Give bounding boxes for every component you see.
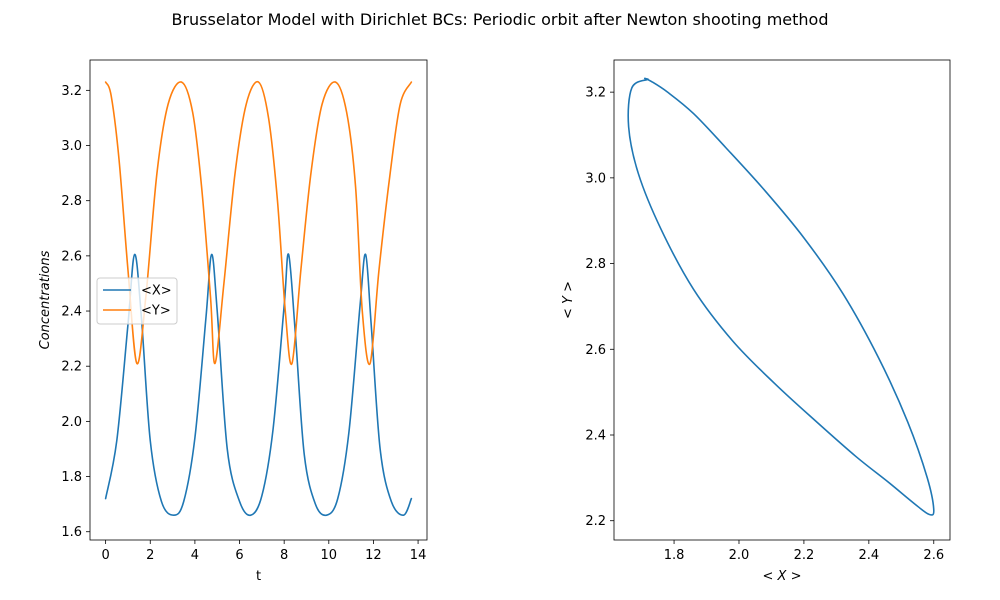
- x-tick-label: 10: [321, 548, 338, 563]
- x-tick-label: 8: [280, 548, 288, 563]
- y-tick-label: 1.6: [61, 525, 82, 540]
- series-line-1-2: [104, 80, 413, 366]
- y-tick-label: 2.4: [61, 305, 82, 320]
- y-tick-label: 2.2: [61, 360, 82, 375]
- figure-title: Brusselator Model with Dirichlet BCs: Pe…: [171, 10, 829, 29]
- y-tick-label: 2.4: [585, 429, 606, 444]
- x-tick-label: 0: [101, 548, 109, 563]
- series-line-1-1: [104, 253, 413, 517]
- axes-frame: [89, 59, 428, 541]
- chart-2: 1.8 2.0 2.2 2.4 2.6 2.2 2.4 2.6 2.8 3.0 3.2 < X > < …: [561, 59, 951, 584]
- x-tick-label: 2.4: [858, 548, 879, 563]
- x-tick-label: 2.6: [923, 548, 944, 563]
- x-axis-label: t: [256, 569, 261, 584]
- x-tick-label: 1.8: [664, 548, 685, 563]
- axes-frame: [613, 59, 951, 541]
- legend-label: <Y>: [141, 304, 171, 319]
- y-axis-label: Concentrations: [38, 250, 53, 349]
- y-tick-label: 3.0: [61, 139, 82, 154]
- chart-1: 0 2 4 6 8 10 12 14 1.6 1.8 2.0 2.2 2.4 2.6 2.8 3.0 3.2 t C…: [38, 59, 428, 584]
- legend-label: <X>: [141, 284, 172, 299]
- x-tick-label: 4: [191, 548, 199, 563]
- x-tick-label: 12: [365, 548, 382, 563]
- y-tick-label: 2.0: [61, 415, 82, 430]
- y-tick-label: 2.6: [585, 343, 606, 358]
- series-line-2-1: [627, 77, 935, 516]
- y-tick-label: 1.8: [61, 470, 82, 485]
- y-tick-label: 3.2: [585, 86, 606, 101]
- x-axis-label: < X >: [763, 569, 802, 584]
- y-tick-label: 2.8: [585, 257, 606, 272]
- x-tick-label: 2: [146, 548, 154, 563]
- y-axis-label: < Y >: [561, 281, 576, 319]
- y-tick-label: 2.8: [61, 194, 82, 209]
- x-tick-label: 2.0: [729, 548, 750, 563]
- x-tick-label: 2.2: [794, 548, 815, 563]
- y-tick-label: 3.2: [61, 84, 82, 99]
- y-tick-label: 2.2: [585, 514, 606, 529]
- y-tick-label: 2.6: [61, 249, 82, 264]
- y-tick-label: 3.0: [585, 171, 606, 186]
- x-tick-label: 14: [410, 548, 427, 563]
- x-tick-label: 6: [235, 548, 243, 563]
